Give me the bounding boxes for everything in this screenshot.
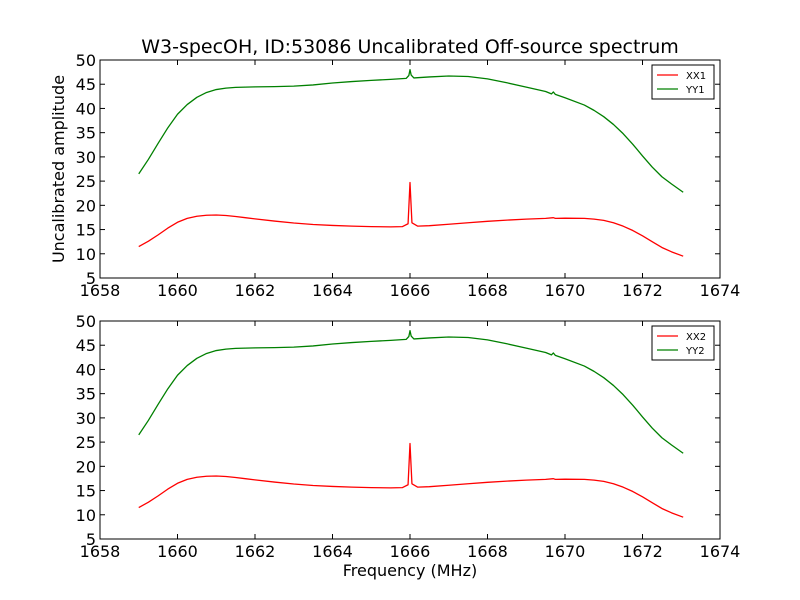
figure-title: W3-specOH, ID:53086 Uncalibrated Off-sou…: [141, 36, 679, 58]
y-tick-label: 5: [86, 269, 96, 288]
x-axis-label: Frequency (MHz): [343, 561, 477, 580]
y-tick-label: 30: [76, 409, 96, 428]
y-tick-label: 50: [76, 51, 96, 70]
legend-box: [651, 64, 715, 100]
y-tick-label: 25: [76, 433, 96, 452]
x-tick-label: 1658: [80, 281, 121, 300]
y-tick-label: 20: [76, 457, 96, 476]
y-tick-label: 5: [86, 530, 96, 549]
y-tick-label: 45: [76, 336, 96, 355]
x-tick-label: 1662: [235, 542, 276, 561]
panel-top: 1658 1660 1662 1664 1666 1668 1670 1672 1674 5 10 1…: [49, 51, 740, 300]
legend-label-yy1: YY1: [685, 85, 705, 96]
x-tick-label: 1672: [622, 542, 663, 561]
y-tick-label: 35: [76, 124, 96, 143]
x-tick-label: 1668: [467, 281, 508, 300]
x-tick-label: 1666: [390, 542, 431, 561]
y-tick-label: 15: [76, 482, 96, 501]
y-tick-label: 15: [76, 221, 96, 240]
x-tick-label: 1666: [390, 281, 431, 300]
x-tick-label: 1660: [157, 281, 198, 300]
y-axis-label: Uncalibrated amplitude: [49, 75, 68, 263]
series-line-xx1: [138, 181, 684, 257]
legend-label-xx1: XX1: [686, 71, 706, 82]
y-tick-label: 10: [76, 506, 96, 525]
y-tick-label: 40: [76, 360, 96, 379]
x-tick-label: 1664: [312, 542, 353, 561]
x-tick-label: 1668: [467, 542, 508, 561]
plots-layer: 1658 1660 1662 1664 1666 1668 1670 1672 1674 5 10 1…: [49, 51, 740, 580]
y-tick-label: 35: [76, 385, 96, 404]
x-tick-label: 1662: [235, 281, 276, 300]
legend-label-xx2: XX2: [686, 332, 706, 343]
y-tick-label: 50: [76, 312, 96, 331]
y-tick-label: 20: [76, 196, 96, 215]
x-tick-label: 1660: [157, 542, 198, 561]
x-tick-label: 1670: [545, 542, 586, 561]
y-tick-label: 25: [76, 172, 96, 191]
x-tick-label: 1670: [545, 281, 586, 300]
x-tick-label: 1672: [622, 281, 663, 300]
x-tick-label: 1674: [700, 281, 741, 300]
legend-label-yy2: YY2: [685, 346, 705, 357]
series-line-xx2: [138, 442, 684, 518]
y-tick-label: 30: [76, 148, 96, 167]
x-tick-label: 1658: [80, 542, 121, 561]
x-tick-label: 1664: [312, 281, 353, 300]
series-line-yy2: [138, 330, 684, 454]
y-tick-label: 10: [76, 245, 96, 264]
legend-box: [651, 325, 715, 361]
y-tick-label: 40: [76, 99, 96, 118]
panel-bottom: 1658 1660 1662 1664 1666 1668 1670 1672 1674 5 10 1…: [76, 312, 741, 580]
y-tick-label: 45: [76, 75, 96, 94]
x-tick-label: 1674: [700, 542, 741, 561]
series-line-yy1: [138, 69, 684, 193]
